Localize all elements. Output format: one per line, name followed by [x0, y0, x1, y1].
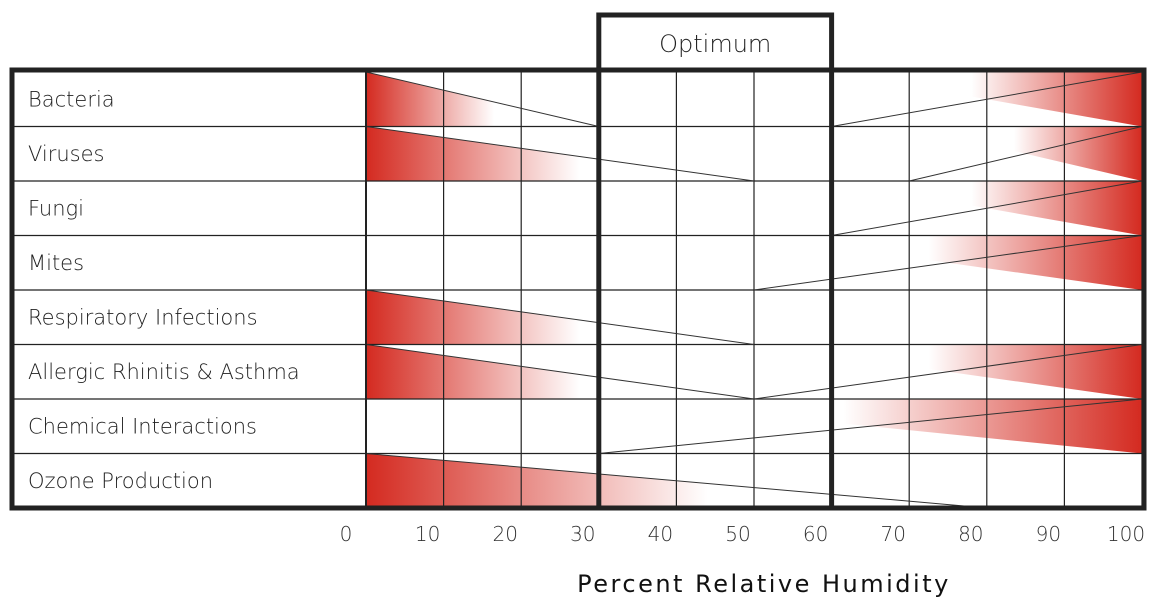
- row-label: Bacteria: [28, 87, 115, 111]
- triangle-edge: [831, 71, 1143, 127]
- triangle-edge: [365, 344, 755, 400]
- triangle-edge: [753, 344, 1143, 400]
- triangle-edge: [598, 398, 1143, 454]
- row-label: Respiratory Infections: [28, 305, 258, 329]
- chart-frame: [9, 67, 1147, 511]
- optimum-label: Optimum: [659, 30, 771, 58]
- row-label: Mites: [28, 251, 84, 275]
- x-tick-label: 0: [340, 522, 353, 546]
- optimum-box: [596, 12, 835, 511]
- triangle-edge: [831, 180, 1143, 236]
- x-tick-label: 100: [1107, 522, 1145, 546]
- triangle-edge: [365, 71, 599, 127]
- row-label: Viruses: [28, 142, 104, 166]
- triangle-edge: [753, 235, 1143, 291]
- frame-layer: [9, 12, 1147, 511]
- x-tick-label: 80: [958, 522, 983, 546]
- edge-layer: [365, 71, 1143, 509]
- x-tick-label: 20: [492, 522, 517, 546]
- triangle-edge: [909, 126, 1143, 182]
- x-axis-title: Percent Relative Humidity: [577, 570, 951, 598]
- triangle-edge: [365, 126, 755, 182]
- row-label: Chemical Interactions: [28, 414, 257, 438]
- x-tick-label: 30: [570, 522, 595, 546]
- x-tick-label: 10: [415, 522, 440, 546]
- row-label: Ozone Production: [28, 469, 213, 493]
- x-tick-label: 90: [1036, 522, 1061, 546]
- row-label: Allergic Rhinitis & Asthma: [28, 360, 300, 384]
- row-label-layer: Bacteria Viruses Fungi Mites Respiratory Inf…: [28, 87, 300, 493]
- triangle-edge: [365, 289, 755, 345]
- x-tick-label: 60: [803, 522, 828, 546]
- row-label: Fungi: [28, 196, 84, 220]
- triangle-edge: [365, 453, 987, 509]
- tick-label-layer: 0 10 20 30 40 50 60 70 80 90 100: [340, 522, 1145, 546]
- x-tick-label: 40: [648, 522, 673, 546]
- x-tick-label: 70: [880, 522, 905, 546]
- x-tick-label: 50: [725, 522, 750, 546]
